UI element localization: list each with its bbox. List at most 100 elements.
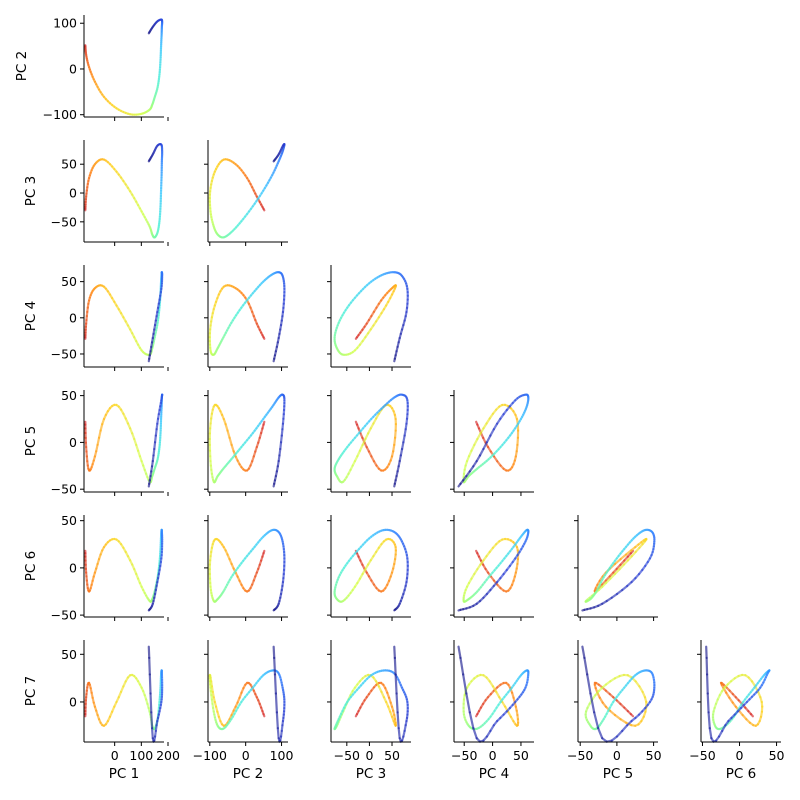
trajectory-segment xyxy=(396,711,400,730)
x-axis-label: PC 6 xyxy=(726,766,756,782)
panel-pc-2-vs-pc-5 xyxy=(204,390,288,496)
trajectory-segment xyxy=(613,558,622,566)
trajectory-segment xyxy=(597,727,604,740)
panel-pc-1-vs-pc-5: −50 0 50 PC 5 xyxy=(23,388,169,497)
panel-pc-2-vs-pc-4 xyxy=(204,265,288,371)
trajectory-segment xyxy=(230,443,235,453)
x-tick-label: 100 xyxy=(129,748,153,763)
x-tick-label: −50 xyxy=(451,748,477,763)
trajectory-segment xyxy=(586,673,592,695)
panel-pc-3-vs-pc-4 xyxy=(327,265,411,371)
trajectory-segment xyxy=(150,727,154,740)
trajectory-segment xyxy=(613,713,622,721)
panel-pc-6-vs-pc-7: −50 0 50 PC 6 xyxy=(689,640,785,782)
trajectory-segment xyxy=(457,482,462,488)
x-tick-label: 200 xyxy=(156,748,180,763)
trajectory-segment xyxy=(393,436,397,446)
trajectory-segment xyxy=(273,673,277,695)
trajectory-segment xyxy=(468,711,475,730)
panel-pc-3-vs-pc-5 xyxy=(327,390,411,496)
trajectory-segment xyxy=(708,727,713,740)
y-tick-label: 50 xyxy=(61,157,77,172)
trajectory-segment xyxy=(153,434,157,444)
y-tick-label: 100 xyxy=(53,16,77,31)
x-tick-label: −50 xyxy=(567,748,593,763)
panel-pc-3-vs-pc-6 xyxy=(327,515,411,621)
panel-pc-1-vs-pc-7: 0 50 0 100 200 PC 7 PC 1 xyxy=(23,640,180,782)
panel-pc-5-vs-pc-7: −50 0 50 PC 5 xyxy=(567,640,662,782)
x-tick-label: 100 xyxy=(270,748,294,763)
trajectory-segment xyxy=(99,423,104,432)
trajectory-segment xyxy=(402,434,406,444)
trajectory-segment xyxy=(472,727,478,740)
trajectory-segment xyxy=(97,429,102,439)
trajectory-segment xyxy=(613,568,621,576)
x-tick-label: 0 xyxy=(736,748,744,763)
trajectory-segment xyxy=(150,711,154,730)
trajectory-segment xyxy=(226,429,231,439)
panel-pc-4-vs-pc-5 xyxy=(450,390,534,496)
trajectory-segment xyxy=(397,727,401,740)
y-tick-label: 0 xyxy=(69,560,77,575)
trajectory-segment xyxy=(459,656,465,676)
trajectory-segment xyxy=(485,729,492,738)
y-tick-label: 50 xyxy=(61,513,77,528)
trajectory-segment xyxy=(489,724,495,733)
y-tick-label: 50 xyxy=(61,388,77,403)
trajectory-segment xyxy=(457,645,462,659)
trajectory-segment xyxy=(272,357,276,363)
trajectory-segment xyxy=(619,718,628,724)
trajectory-segment xyxy=(272,608,276,612)
y-tick-label: −50 xyxy=(51,482,77,497)
trajectory-segment xyxy=(516,436,520,446)
y-axis-label: PC 2 xyxy=(14,51,30,81)
panel-pc-5-vs-pc-6 xyxy=(574,515,658,621)
y-tick-label: 50 xyxy=(61,274,77,289)
trajectory-segment xyxy=(272,645,276,659)
trajectory-segment xyxy=(393,656,397,676)
trajectory-segment xyxy=(96,436,101,446)
trajectory-segment xyxy=(706,692,710,714)
trajectory-segment xyxy=(485,434,492,444)
y-axis-label: PC 7 xyxy=(23,676,39,706)
trajectory-segment xyxy=(279,441,283,451)
panel-pc-1-vs-pc-3: −50 0 50 PC 3 xyxy=(23,140,169,246)
trajectory-segment xyxy=(228,436,233,446)
panel-pc-1-vs-pc-6: −50 0 50 PC 6 xyxy=(23,513,169,623)
trajectory-segment xyxy=(583,656,589,676)
x-tick-label: −50 xyxy=(689,748,715,763)
x-tick-label: 50 xyxy=(646,748,662,763)
y-tick-label: −100 xyxy=(43,107,77,122)
trajectory-segment xyxy=(581,608,586,612)
trajectory-segment xyxy=(589,692,596,714)
x-axis-label: PC 1 xyxy=(109,766,139,782)
trajectory-segment xyxy=(581,645,586,659)
trajectory-segment xyxy=(705,673,709,695)
x-tick-label: 50 xyxy=(384,748,400,763)
trajectory-segment xyxy=(148,673,152,695)
trajectory-segment xyxy=(149,692,153,714)
trajectory-segment xyxy=(153,441,157,451)
trajectory-segment xyxy=(393,357,396,363)
x-tick-label: 0 xyxy=(365,748,373,763)
x-axis-label: PC 3 xyxy=(356,766,386,782)
panel-pc-1-vs-pc-4: −50 0 50 PC 4 xyxy=(23,265,169,371)
x-axis-label: PC 2 xyxy=(233,766,263,782)
x-tick-label: 50 xyxy=(769,748,785,763)
trajectory-segment xyxy=(148,656,151,676)
panel-pc-4-vs-pc-7: −50 0 50 PC 4 xyxy=(450,640,534,782)
trajectory-segment xyxy=(393,482,396,488)
trajectory-segment xyxy=(478,447,485,457)
panel-pc-1-vs-pc-2: −100 0 100 PC 2 xyxy=(14,15,169,122)
trajectory-segment xyxy=(610,735,619,742)
x-tick-label: 0 xyxy=(111,748,119,763)
trajectory-segment xyxy=(608,709,617,717)
y-axis-label: PC 6 xyxy=(23,551,39,581)
y-tick-label: 0 xyxy=(69,186,77,201)
y-tick-label: 50 xyxy=(61,647,77,662)
panel-pc-2-vs-pc-6 xyxy=(204,515,288,621)
trajectory-segment xyxy=(457,608,462,612)
trajectory-segment xyxy=(462,673,468,695)
trajectory-segment xyxy=(615,729,624,738)
